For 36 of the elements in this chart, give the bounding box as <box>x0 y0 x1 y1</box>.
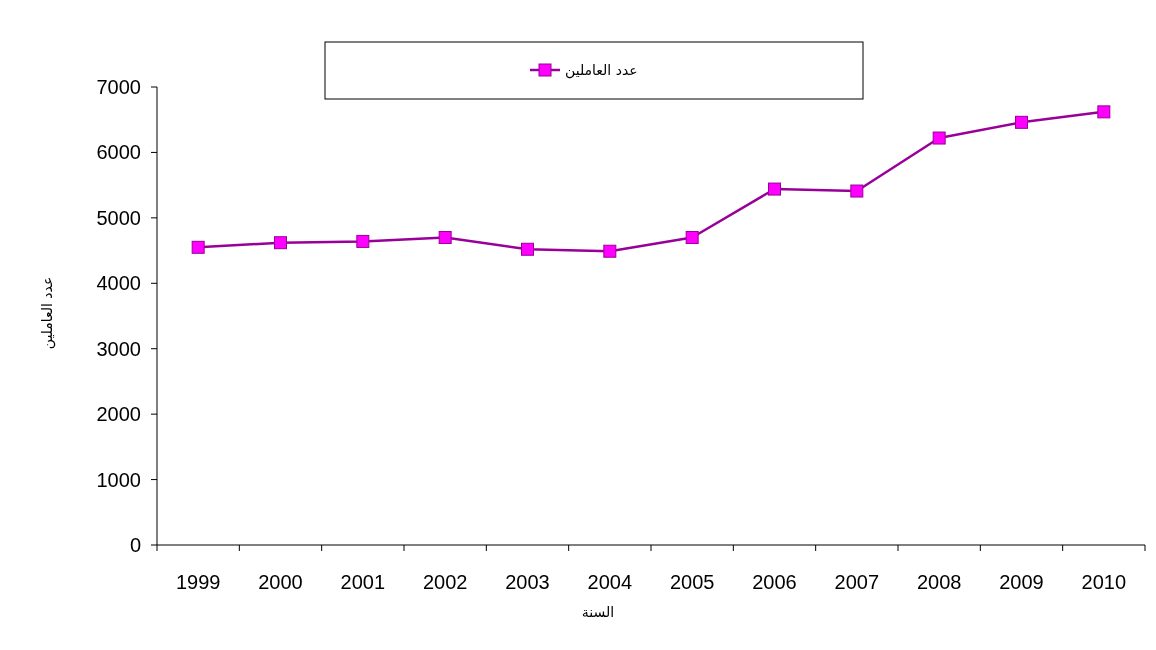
x-tick-label: 1999 <box>175 571 221 593</box>
point <box>1015 115 1028 129</box>
point <box>521 242 534 256</box>
y-tick-label: 4000 <box>96 272 141 295</box>
legend-label: عدد العاملين <box>565 62 638 79</box>
x-tick-label: 2002 <box>422 571 468 593</box>
y-tick-label: 1000 <box>96 468 141 491</box>
x-tick-label: 2005 <box>669 571 715 593</box>
point <box>932 131 946 145</box>
x-tick-label: 2000 <box>258 571 303 593</box>
legend: عدد العاملين <box>324 41 864 100</box>
x-tick-label: 2008 <box>916 571 962 593</box>
x-tick-label: 2010 <box>1081 571 1127 593</box>
x-tick-label: 2006 <box>752 571 797 593</box>
point <box>685 230 699 244</box>
y-tick-label: 0 <box>129 534 141 556</box>
y-tick-label: 5000 <box>96 206 141 229</box>
point <box>603 244 617 258</box>
x-axis-title: السنة <box>581 604 615 620</box>
x-tick-label: 2004 <box>587 571 633 593</box>
x-tick-label: 2007 <box>834 571 880 593</box>
point <box>1097 105 1111 119</box>
point <box>768 182 781 196</box>
y-tick-label: 6000 <box>96 141 141 164</box>
point <box>850 184 864 198</box>
point <box>356 234 370 248</box>
y-tick-label: 7000 <box>96 76 141 98</box>
y-tick-label: 3000 <box>96 337 141 360</box>
x-tick-label: 2003 <box>505 571 550 593</box>
point <box>191 240 205 254</box>
x-tick-label: 2001 <box>340 571 386 593</box>
x-tick-label: 2009 <box>999 571 1044 593</box>
point <box>438 230 452 244</box>
y-axis-title: عدد العاملين <box>39 276 56 350</box>
y-tick-label: 2000 <box>96 403 141 426</box>
point <box>274 236 287 250</box>
